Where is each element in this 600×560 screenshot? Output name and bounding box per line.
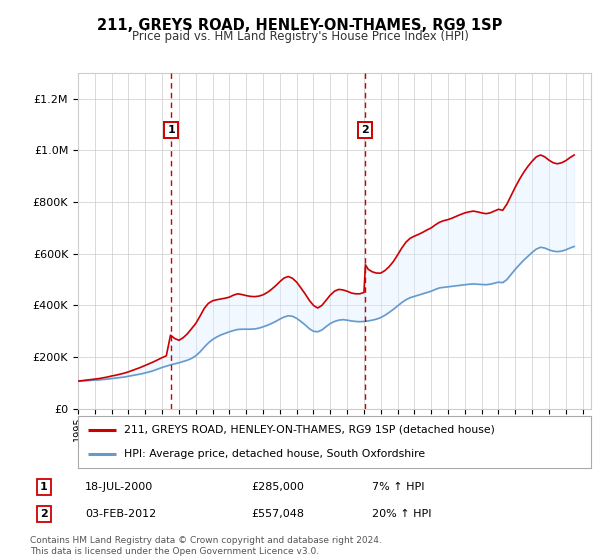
Text: 2: 2 [362, 125, 370, 134]
Text: 1: 1 [167, 125, 175, 134]
Text: £285,000: £285,000 [251, 482, 304, 492]
Text: Contains HM Land Registry data © Crown copyright and database right 2024.
This d: Contains HM Land Registry data © Crown c… [30, 536, 382, 556]
Text: £557,048: £557,048 [251, 510, 304, 519]
Text: Price paid vs. HM Land Registry's House Price Index (HPI): Price paid vs. HM Land Registry's House … [131, 30, 469, 43]
Text: 20% ↑ HPI: 20% ↑ HPI [372, 510, 432, 519]
Text: 7% ↑ HPI: 7% ↑ HPI [372, 482, 425, 492]
Text: HPI: Average price, detached house, South Oxfordshire: HPI: Average price, detached house, Sout… [124, 449, 425, 459]
Text: 18-JUL-2000: 18-JUL-2000 [85, 482, 154, 492]
Text: 211, GREYS ROAD, HENLEY-ON-THAMES, RG9 1SP (detached house): 211, GREYS ROAD, HENLEY-ON-THAMES, RG9 1… [124, 425, 495, 435]
Text: 211, GREYS ROAD, HENLEY-ON-THAMES, RG9 1SP: 211, GREYS ROAD, HENLEY-ON-THAMES, RG9 1… [97, 18, 503, 33]
Text: 1: 1 [40, 482, 47, 492]
Text: 2: 2 [40, 510, 47, 519]
Text: 03-FEB-2012: 03-FEB-2012 [85, 510, 157, 519]
